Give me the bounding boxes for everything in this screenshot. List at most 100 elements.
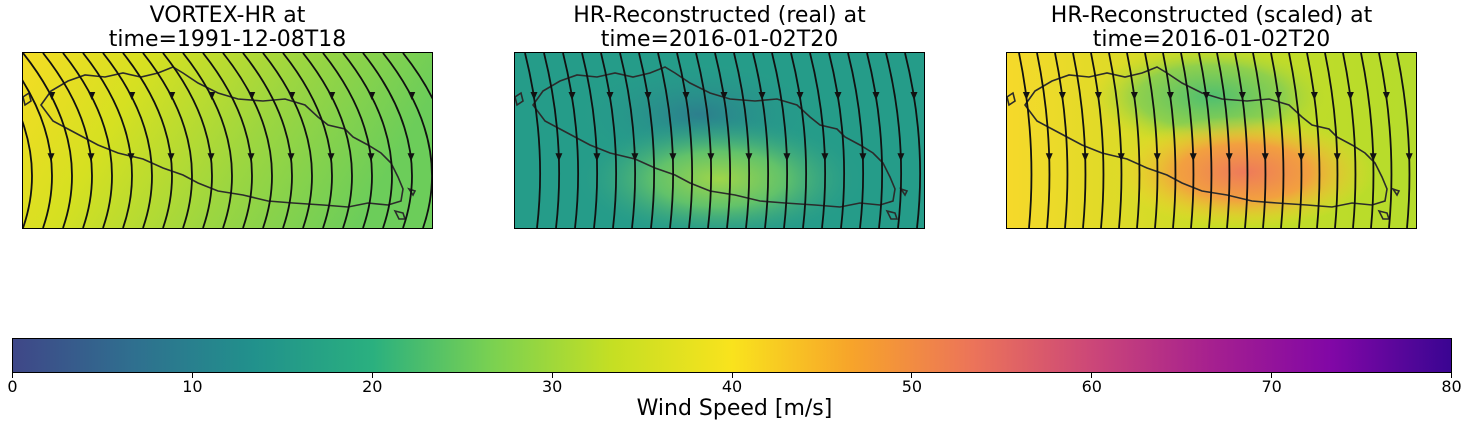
streamline-arrow — [87, 153, 95, 162]
streamline-arrow — [593, 153, 601, 162]
streamline — [62, 53, 113, 228]
streamline — [1252, 53, 1267, 228]
colorbar-tick — [1091, 373, 1093, 378]
streamline-arrow — [1081, 153, 1089, 162]
streamline-arrow — [327, 153, 335, 162]
streamline — [1054, 53, 1069, 228]
panel-2-title-line1: HR-Reconstructed (real) at — [573, 3, 866, 28]
panel-3-svg — [1007, 53, 1416, 228]
streamline-arrow — [872, 91, 880, 100]
panel-1-title-line2: time=1991-12-08T18 — [108, 27, 347, 52]
streamline — [847, 53, 865, 228]
streamline-arrow — [208, 91, 216, 100]
streamline-arrow — [1045, 153, 1053, 162]
streamline — [1180, 53, 1195, 228]
streamline-arrow — [1310, 91, 1318, 100]
streamline-arrow — [207, 153, 215, 162]
streamline — [524, 53, 542, 228]
streamline — [1306, 53, 1321, 228]
streamline — [562, 53, 580, 228]
streamline — [262, 53, 313, 228]
streamline — [242, 53, 293, 228]
streamline-arrow — [407, 153, 415, 162]
streamline — [1162, 53, 1177, 228]
streamline — [162, 53, 213, 228]
streamline — [1360, 53, 1375, 228]
streamline — [1324, 53, 1339, 228]
streamline-arrow — [287, 153, 295, 162]
streamline-arrow — [128, 91, 136, 100]
streamline-arrow — [47, 153, 55, 162]
streamline — [828, 53, 846, 228]
panel-1-title: VORTEX-HR at time=1991-12-08T18 — [22, 4, 433, 52]
streamline-arrow — [745, 153, 753, 162]
streamline-arrow — [127, 153, 135, 162]
streamline-arrow — [783, 153, 791, 162]
panel-2-svg — [515, 53, 924, 228]
streamline — [885, 53, 903, 228]
streamline-arrow — [1297, 153, 1305, 162]
streamline — [1396, 53, 1411, 228]
streamline-arrow — [1189, 153, 1197, 162]
panel-1-streamlines — [23, 53, 432, 228]
streamline-arrow — [1094, 91, 1102, 100]
streamline — [733, 53, 751, 228]
streamline — [790, 53, 808, 228]
streamline-arrow — [248, 91, 256, 100]
streamline — [1270, 53, 1285, 228]
streamline-arrow — [821, 153, 829, 162]
panel-3-title-line2: time=2016-01-02T20 — [1092, 27, 1331, 52]
panel-3-map — [1006, 52, 1417, 229]
colorbar-tick — [731, 373, 733, 378]
streamline-arrow — [48, 91, 56, 100]
streamline-arrow — [288, 91, 296, 100]
streamline — [1036, 53, 1051, 228]
streamline — [1072, 53, 1087, 228]
streamline-arrow — [1117, 153, 1125, 162]
streamline — [1018, 53, 1033, 228]
streamline — [222, 53, 273, 228]
streamline — [282, 53, 333, 228]
colorbar-tick-label: 20 — [362, 377, 383, 396]
panel-3-streamlines — [1018, 53, 1413, 228]
colorbar-tick-label: 50 — [901, 377, 923, 396]
streamline-arrow — [1153, 153, 1161, 162]
streamline-arrow — [631, 153, 639, 162]
streamline-arrow — [408, 91, 416, 100]
streamline — [1342, 53, 1357, 228]
colorbar-tick-label: 10 — [182, 377, 203, 396]
streamline-arrow — [644, 91, 652, 100]
panel-3-title: HR-Reconstructed (scaled) at time=2016-0… — [1006, 4, 1417, 52]
streamline — [142, 53, 193, 228]
streamline-arrow — [1261, 153, 1269, 162]
streamline — [82, 53, 133, 228]
streamline — [202, 53, 253, 228]
streamline-arrow — [1382, 91, 1390, 100]
colorbar-tick-label: 70 — [1261, 377, 1282, 396]
streamline — [23, 53, 73, 228]
panel-2-coastline — [515, 66, 909, 220]
streamline-arrow — [720, 91, 728, 100]
streamline-arrow — [1346, 91, 1354, 100]
streamline-arrow — [1238, 91, 1246, 100]
streamline — [382, 53, 432, 228]
streamline-arrow — [1333, 153, 1341, 162]
streamline — [23, 79, 53, 228]
streamline — [342, 53, 393, 228]
colorbar-tick-label: 0 — [7, 377, 18, 396]
streamline-arrow — [1274, 91, 1282, 100]
streamline — [102, 53, 153, 228]
streamline — [362, 53, 413, 228]
streamline — [122, 53, 173, 228]
streamline — [581, 53, 599, 228]
streamline — [543, 53, 561, 228]
streamline-arrow — [368, 91, 376, 100]
streamline-arrow — [1405, 153, 1413, 162]
streamline-arrow — [682, 91, 690, 100]
streamline — [1198, 53, 1213, 228]
colorbar-tick-label: 60 — [1081, 377, 1102, 396]
streamline-arrow — [707, 153, 715, 162]
colorbar-tick — [911, 373, 913, 378]
streamline — [1216, 53, 1231, 228]
colorbar-tick-label: 40 — [721, 377, 743, 396]
